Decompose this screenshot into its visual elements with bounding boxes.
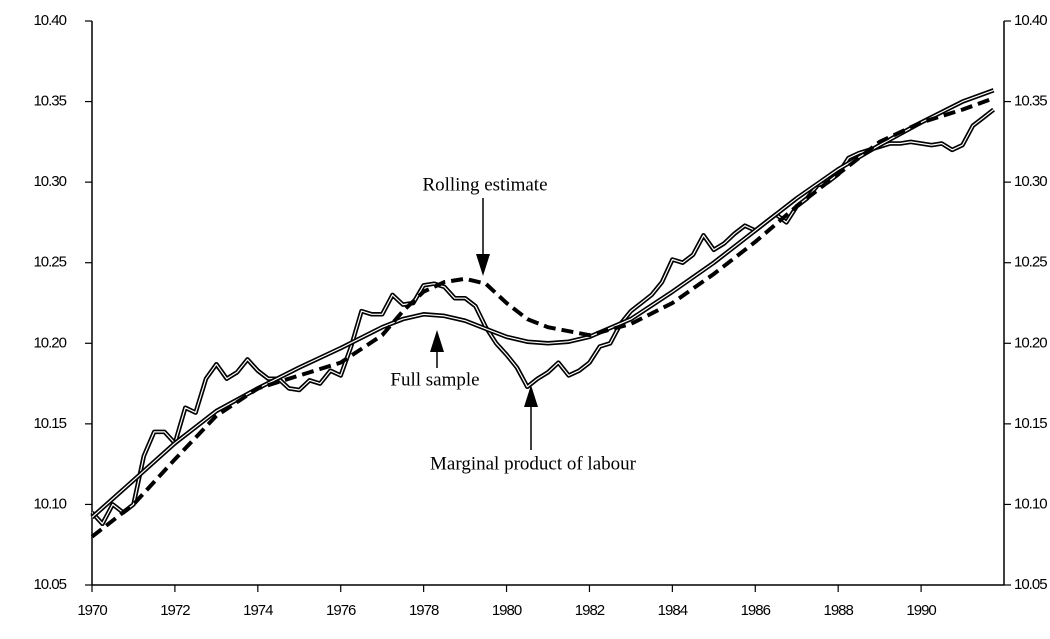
y2-tick-label: 10.15 (1014, 415, 1047, 432)
x-tick-label: 1984 (658, 602, 688, 619)
annotation: Marginal product of labour (430, 453, 637, 474)
x-tick-label: 1988 (823, 602, 853, 619)
y-tick-label: 10.05 (33, 576, 66, 593)
y2-tick-label: 10.25 (1014, 254, 1047, 271)
x-tick-label: 1978 (409, 602, 439, 619)
x-tick-label: 1976 (326, 602, 356, 619)
y-tick-label: 10.10 (33, 495, 66, 512)
y-tick-label: 10.15 (33, 415, 66, 432)
x-tick-label: 1980 (492, 602, 522, 619)
annotation-arrowhead (476, 254, 490, 276)
y-tick-label: 10.40 (33, 12, 66, 29)
y-tick-label: 10.35 (33, 93, 66, 110)
annotation: Full sample (390, 369, 479, 390)
y2-tick-label: 10.40 (1014, 12, 1047, 29)
y2-tick-label: 10.05 (1014, 576, 1047, 593)
x-tick-label: 1972 (160, 602, 190, 619)
y2-tick-label: 10.10 (1014, 495, 1047, 512)
y-tick-label: 10.30 (33, 173, 66, 190)
x-tick-label: 1974 (243, 602, 273, 619)
series-line-inner (91, 89, 994, 518)
y-tick-label: 10.20 (33, 334, 66, 351)
y-tick-label: 10.25 (33, 254, 66, 271)
annotation: Rolling estimate (422, 174, 547, 195)
x-tick-label: 1982 (575, 602, 605, 619)
x-tick-label: 1970 (77, 602, 107, 619)
x-tick-label: 1990 (906, 602, 936, 619)
annotation-arrowhead (524, 385, 538, 407)
series-line (90, 96, 995, 539)
y2-tick-label: 10.20 (1014, 334, 1047, 351)
x-tick-label: 1986 (741, 602, 771, 619)
annotation-arrowhead (430, 330, 444, 352)
y2-tick-label: 10.30 (1014, 173, 1047, 190)
y2-tick-label: 10.35 (1014, 93, 1047, 110)
